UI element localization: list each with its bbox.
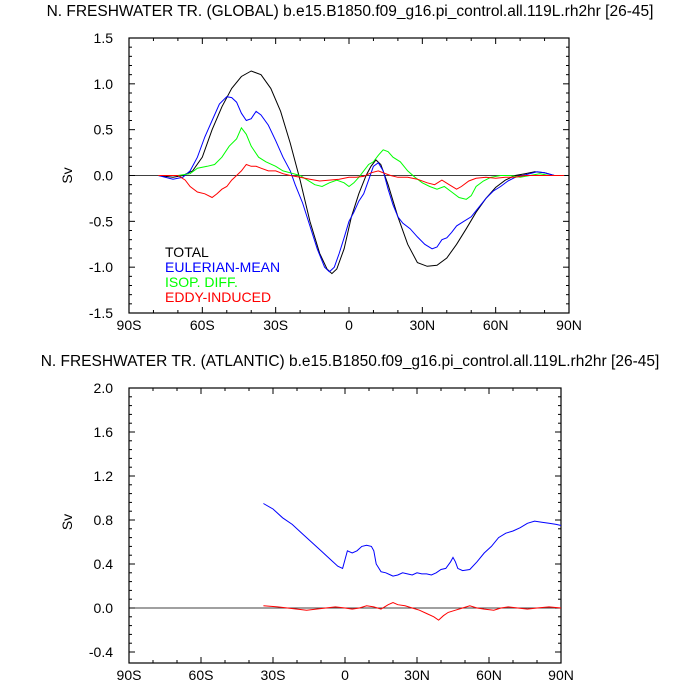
x-tick-label: 30S (261, 667, 286, 683)
legend-item-total: TOTAL (165, 244, 209, 260)
series-line-eulerian-mean (263, 503, 562, 577)
y-axis-label-atlantic: Sv (59, 514, 75, 530)
legend-item-eulerian-mean: EULERIAN-MEAN (165, 259, 280, 275)
x-tick-label: 30S (263, 317, 288, 333)
y-tick-label: 0.4 (94, 556, 114, 572)
y-tick-label: 0.0 (94, 168, 114, 184)
x-tick-label: 0 (345, 317, 353, 333)
y-tick-label: 1.5 (94, 30, 114, 46)
x-tick-label: 60S (190, 317, 215, 333)
y-tick-label: 0.0 (94, 600, 114, 616)
x-tick-label: 90S (117, 667, 142, 683)
y-tick-label: 1.0 (94, 76, 114, 92)
chart-title-atlantic: N. FRESHWATER TR. (ATLANTIC) b.e15.B1850… (41, 353, 660, 370)
tick-group-global: 90S 60S 30S 0 30N 60N 90N -1.5 -1.0 -0.5 0.0 0.5 1.0… (89, 30, 582, 333)
y-tick-label: -0.4 (89, 644, 113, 660)
y-tick-label: 0.5 (94, 122, 114, 138)
series-group-atlantic (129, 503, 562, 621)
chart-panel-global: N. FRESHWATER TR. (GLOBAL) b.e15.B1850.f… (47, 3, 654, 333)
y-tick-label: -0.5 (89, 213, 113, 229)
x-tick-label: 60N (483, 317, 509, 333)
series-line-total (158, 70, 565, 275)
series-group-global (129, 70, 569, 275)
legend-global: TOTAL EULERIAN-MEAN ISOP. DIFF. EDDY-IND… (165, 244, 280, 305)
x-tick-label: 60N (476, 667, 502, 683)
x-tick-label: 60S (189, 667, 214, 683)
x-tick-label: 30N (409, 317, 435, 333)
x-tick-label: 0 (341, 667, 349, 683)
series-line-eddy-induced (263, 601, 562, 621)
y-tick-label: -1.5 (89, 305, 113, 321)
x-tick-label: 30N (404, 667, 430, 683)
x-tick-label: 90S (117, 317, 142, 333)
chart-panel-atlantic: N. FRESHWATER TR. (ATLANTIC) b.e15.B1850… (41, 353, 660, 683)
y-tick-label: 2.0 (94, 380, 114, 396)
y-axis-label-global: Sv (59, 167, 75, 183)
y-tick-label: 1.6 (94, 424, 114, 440)
legend-item-isop-diff: ISOP. DIFF. (165, 274, 238, 290)
y-tick-label: -1.0 (89, 259, 113, 275)
y-tick-label: 0.8 (94, 512, 114, 528)
x-tick-label: 90N (548, 667, 574, 683)
x-tick-label: 90N (556, 317, 582, 333)
series-line-eulerian-mean (158, 96, 565, 273)
tick-group-atlantic: 90S 60S 30S 0 30N 60N 90N -0.4 0.0 0.4 0.8 1.2 1.6 2.… (89, 380, 574, 683)
plot-frame-atlantic (128, 387, 562, 664)
legend-item-eddy-induced: EDDY-INDUCED (165, 289, 271, 305)
series-line-eddy-induced (158, 163, 565, 199)
chart-title-global: N. FRESHWATER TR. (GLOBAL) b.e15.B1850.f… (47, 3, 654, 20)
y-tick-label: 1.2 (94, 468, 114, 484)
series-line-isop-diff (158, 126, 565, 200)
